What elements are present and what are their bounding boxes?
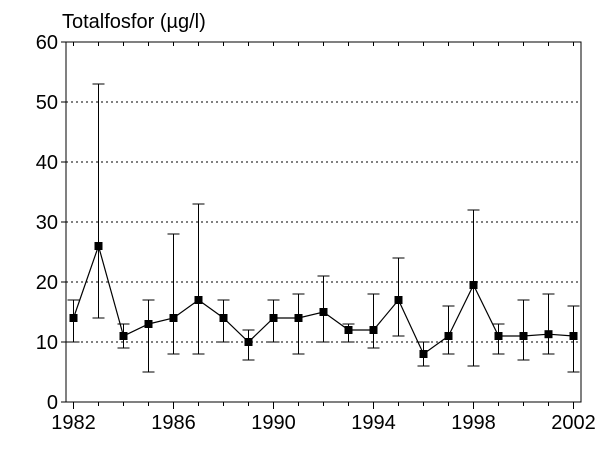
point xyxy=(494,332,503,340)
point xyxy=(569,332,578,340)
point xyxy=(244,338,253,346)
point xyxy=(519,332,528,340)
y-tick-label: 0 xyxy=(47,392,58,414)
point xyxy=(294,314,303,322)
y-tick-label: 20 xyxy=(36,272,58,294)
point xyxy=(544,330,553,339)
point xyxy=(419,350,428,358)
point xyxy=(394,296,403,304)
chart-title: Totalfosfor (µg/l) xyxy=(62,11,206,33)
x-tick-label: 1994 xyxy=(351,412,396,434)
plot-frame xyxy=(65,41,582,403)
point xyxy=(219,314,228,322)
x-tick-label: 1986 xyxy=(151,412,196,434)
point xyxy=(119,332,128,340)
point xyxy=(469,281,478,289)
point xyxy=(344,326,353,334)
point xyxy=(169,314,178,322)
x-tick-label: 1998 xyxy=(451,412,496,434)
point xyxy=(444,332,453,340)
y-tick-label: 10 xyxy=(36,332,58,354)
y-tick-label: 60 xyxy=(36,32,58,54)
x-tick-label: 1982 xyxy=(51,412,96,434)
point xyxy=(269,314,278,322)
point xyxy=(319,308,328,316)
y-tick-label: 50 xyxy=(36,92,58,114)
x-tick-label: 1990 xyxy=(251,412,296,434)
point xyxy=(94,242,103,250)
point xyxy=(369,326,378,334)
y-tick-label: 40 xyxy=(36,152,58,174)
point xyxy=(69,314,78,322)
x-tick-label: 2002 xyxy=(551,412,596,434)
point xyxy=(194,296,203,304)
y-tick-label: 30 xyxy=(36,212,58,234)
point xyxy=(144,320,153,328)
